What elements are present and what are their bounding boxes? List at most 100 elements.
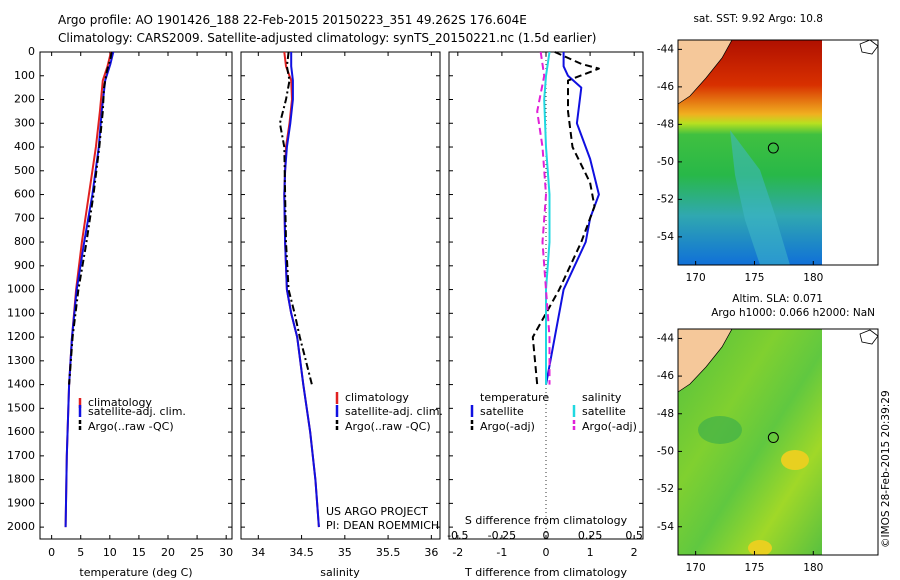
lat-tick-label: -52: [657, 193, 674, 205]
sla-land-east: [822, 329, 878, 555]
lat-tick-label: -46: [657, 81, 674, 93]
lon-tick-label: 175: [744, 272, 764, 284]
sla-longitude-axis: 170 175 180: [686, 551, 823, 574]
legend-argo-label: Argo(..raw -QC): [345, 420, 431, 433]
legend-satellite-label: satellite-adj. clim.: [88, 405, 186, 418]
y-tick-label: 0: [28, 45, 35, 58]
difference-legend: temperature salinity satellite Argo(-adj…: [470, 391, 637, 433]
y-tick-label: 400: [14, 140, 35, 153]
x-tick-label: 36: [424, 546, 438, 559]
y-tick-label: 1200: [7, 330, 35, 343]
x-tick-label: 1: [587, 546, 594, 559]
x-tick-label: 2: [631, 546, 638, 559]
lon-tick-label: 180: [803, 562, 823, 574]
lat-tick-label: -46: [657, 370, 674, 382]
temperature-x-axis: 0 5 10 15 20 25 30: [48, 52, 233, 559]
y-tick-label: 1400: [7, 378, 35, 391]
x-tick-label: 0: [48, 546, 55, 559]
y-tick-label: 800: [14, 235, 35, 248]
legend-s-argo-label: Argo(-adj): [582, 420, 637, 433]
salinity-xlabel: salinity: [320, 566, 360, 579]
lat-tick-label: -44: [657, 43, 674, 55]
s-difference-ticks: -0.5 -0.25 0 0.25 0.5: [447, 529, 643, 542]
x-tick-label: 25: [190, 546, 204, 559]
t-difference-label: T difference from climatology: [464, 566, 627, 579]
new-zealand-land: [678, 40, 733, 105]
legend-salinity-header: salinity: [582, 391, 622, 404]
y-tick-label: 500: [14, 164, 35, 177]
legend-temperature-header: temperature: [480, 391, 549, 404]
y-tick-label: 700: [14, 211, 35, 224]
lon-tick-label: 180: [803, 272, 823, 284]
temperature-panel: 0100200300400500600700800900100011001200…: [7, 45, 233, 579]
sst-longitude-axis: 170 175 180: [686, 261, 823, 284]
salinity-x-axis: 34 34.5 35 35.5 36: [251, 52, 438, 559]
header-line2: Climatology: CARS2009. Satellite-adjuste…: [58, 31, 596, 45]
salinity-series: [278, 51, 320, 528]
x-tick-label: 34: [251, 546, 265, 559]
y-tick-label: 1900: [7, 496, 35, 509]
argo-position-marker: [767, 142, 779, 154]
y-tick-label: 200: [14, 93, 35, 106]
y-tick-label: 1100: [7, 306, 35, 319]
lat-tick-label: -48: [657, 408, 674, 420]
series-line-argorawqc: [68, 51, 113, 385]
pi-credit: PI: DEAN ROEMMICH: [326, 519, 439, 532]
series-line-argoadj: [536, 51, 551, 385]
difference-panel: -2 -1 0 1 2 S difference from climatology -0…: [447, 51, 644, 579]
sla-high-anomaly: [781, 450, 809, 470]
y-tick-label: 1800: [7, 473, 35, 486]
x-tick-label: 10: [103, 546, 117, 559]
sst-land-east: [822, 40, 878, 265]
top-tick-label: 0: [543, 529, 550, 542]
sla-latitude-axis: -44 -46 -48 -50 -52 -54: [657, 332, 682, 533]
y-tick-label: 1600: [7, 425, 35, 438]
y-tick-label: 100: [14, 69, 35, 82]
temperature-legend: climatology satellite-adj. clim. Argo(..…: [78, 396, 186, 433]
depth-axis: 0 100 200 300 400 500 600 700 800 900 1000 1100 1200…: [7, 45, 232, 533]
sla-low-anomaly: [698, 416, 742, 444]
x-tick-label: 35.5: [376, 546, 401, 559]
legend-argo-label: Argo(..raw -QC): [88, 420, 174, 433]
series-line-satellite: [543, 51, 551, 385]
chatham-island: [859, 329, 879, 345]
y-tick-label: 900: [14, 259, 35, 272]
lon-tick-label: 170: [686, 562, 706, 574]
lat-tick-label: -50: [657, 445, 674, 457]
header-line1: Argo profile: AO 1901426_188 22-Feb-2015…: [58, 13, 527, 27]
temperature-xlabel: temperature (deg C): [79, 566, 192, 579]
salinity-depth-ticks: [241, 51, 440, 528]
lat-tick-label: -54: [657, 521, 674, 533]
y-tick-label: 1000: [7, 283, 35, 296]
legend-climatology-label: climatology: [88, 396, 152, 409]
lat-tick-label: -44: [657, 332, 674, 344]
sst-map: sat. SST: 9.92 Argo: 10.8 -44 -46 -48 -50 -5…: [657, 13, 879, 284]
legend-t-satellite-label: satellite: [480, 405, 524, 418]
sla-map-frame: [677, 328, 879, 556]
sst-land: [678, 40, 790, 265]
lon-tick-label: 175: [744, 562, 764, 574]
sst-map-frame: [677, 39, 879, 266]
x-tick-label: 0: [543, 546, 550, 559]
lon-tick-label: 170: [686, 272, 706, 284]
difference-series: [531, 51, 600, 385]
sla-high-anomaly-south: [748, 540, 772, 555]
project-credit: US ARGO PROJECT: [326, 505, 428, 518]
lat-tick-label: -50: [657, 156, 674, 168]
lat-tick-label: -48: [657, 118, 674, 130]
x-tick-label: 34.5: [289, 546, 314, 559]
legend-climatology-label: climatology: [345, 391, 409, 404]
legend-t-argo-label: Argo(-adj): [480, 420, 535, 433]
lat-tick-label: -54: [657, 231, 674, 243]
x-tick-label: 15: [132, 546, 146, 559]
salinity-legend: climatology satellite-adj. clim. Argo(..…: [335, 391, 443, 433]
legend-s-satellite-label: satellite: [582, 405, 626, 418]
sst-map-title: sat. SST: 9.92 Argo: 10.8: [693, 13, 823, 25]
series-line-argorawqc: [278, 51, 313, 385]
temperature-axes-frame: [39, 51, 233, 540]
top-tick-label: 0.25: [578, 529, 603, 542]
salinity-panel: 34 34.5 35 35.5 36 salinity climatology sate…: [240, 51, 443, 579]
salinity-axes-frame: [240, 51, 441, 540]
x-tick-label: 20: [161, 546, 175, 559]
